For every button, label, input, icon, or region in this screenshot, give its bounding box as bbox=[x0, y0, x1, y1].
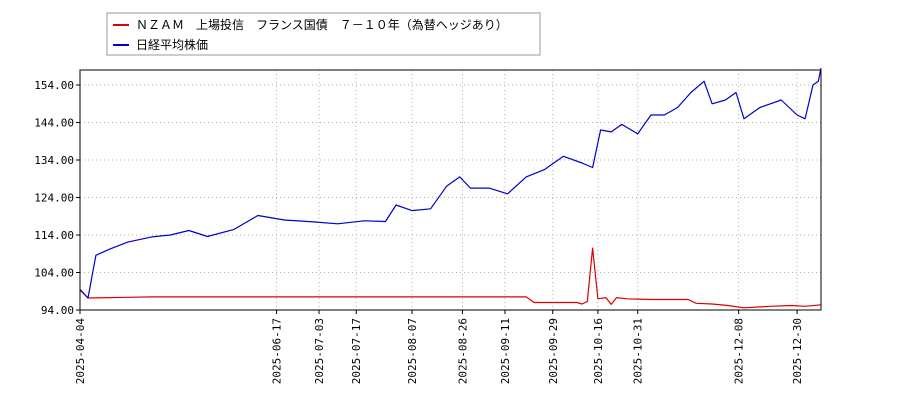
legend-box bbox=[106, 12, 541, 56]
legend: ＮＺＡＭ 上場投信 フランス国債 ７－１０年（為替ヘッジあり） 日経平均株価 bbox=[106, 12, 541, 56]
plot-frame bbox=[79, 69, 822, 311]
y-tick-label: 124.00 bbox=[34, 192, 74, 205]
x-tick-label: 2025-07-17 bbox=[350, 318, 363, 384]
x-tick-label: 2025-10-16 bbox=[592, 318, 605, 384]
x-tick-label: 2025-09-29 bbox=[547, 318, 560, 384]
x-axis-ticks: 2025-04-04 2025-06-17 2025-07-03 2025-07-17… bbox=[74, 310, 804, 384]
x-tick-label: 2025-10-31 bbox=[632, 318, 645, 384]
x-tick-label: 2025-08-26 bbox=[456, 318, 469, 384]
series-line-2 bbox=[79, 67, 822, 299]
series-line-1 bbox=[79, 247, 822, 309]
y-axis-ticks: 94.00 104.00 114.00 124.00 134.00 144.00 154.0… bbox=[34, 79, 80, 317]
y-tick-label: 114.00 bbox=[34, 229, 74, 242]
x-tick-label: 2025-12-30 bbox=[791, 318, 804, 384]
y-tick-label: 104.00 bbox=[34, 267, 74, 280]
x-tick-label: 2025-08-07 bbox=[406, 318, 419, 384]
y-tick-label: 154.00 bbox=[34, 79, 74, 92]
x-tick-label: 2025-12-08 bbox=[733, 318, 746, 384]
y-tick-label: 94.00 bbox=[41, 304, 74, 317]
legend-label-series-1: ＮＺＡＭ 上場投信 フランス国債 ７－１０年（為替ヘッジあり） bbox=[136, 17, 508, 32]
series-layer bbox=[79, 67, 822, 309]
x-tick-label: 2025-09-11 bbox=[499, 318, 512, 384]
y-tick-label: 134.00 bbox=[34, 154, 74, 167]
x-tick-label: 2025-04-04 bbox=[74, 318, 87, 385]
x-tick-label: 2025-06-17 bbox=[271, 318, 284, 384]
legend-label-series-2: 日経平均株価 bbox=[136, 37, 208, 52]
grid bbox=[79, 70, 821, 311]
x-tick-label: 2025-07-03 bbox=[313, 318, 326, 384]
y-tick-label: 144.00 bbox=[34, 117, 74, 130]
